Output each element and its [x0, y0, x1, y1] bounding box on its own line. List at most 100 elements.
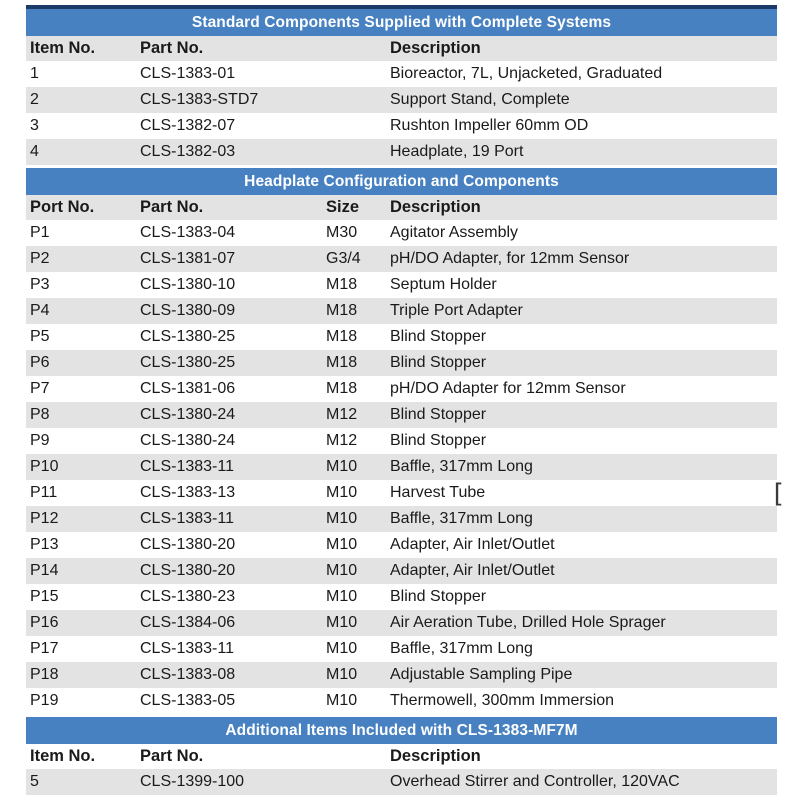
- table-cell: Air Aeration Tube, Drilled Hole Sprager: [390, 615, 666, 631]
- table-cell: pH/DO Adapter, for 12mm Sensor: [390, 251, 630, 267]
- table-cell: M18: [326, 277, 358, 293]
- table-cell: M10: [326, 485, 358, 501]
- table-cell: P4: [30, 303, 50, 319]
- table-cell: P14: [30, 563, 59, 579]
- column-header: Item No.: [30, 40, 96, 57]
- table-cell: P11: [30, 485, 58, 501]
- table-cell: 3: [30, 118, 39, 134]
- table-cell: Baffle, 317mm Long: [390, 511, 533, 527]
- section-title-band: Headplate Configuration and Components: [26, 168, 777, 195]
- column-header: Description: [390, 748, 481, 765]
- table-cell: CLS-1383-11: [140, 459, 234, 475]
- table-cell: M10: [326, 615, 358, 631]
- table-cell: Baffle, 317mm Long: [390, 641, 533, 657]
- table-cell: CLS-1383-11: [140, 511, 234, 527]
- table-row: P8 CLS-1380-24 M12 Blind Stopper: [26, 402, 777, 428]
- table-cell: G3/4: [326, 251, 361, 267]
- column-header: Description: [390, 199, 481, 216]
- table-cell: P9: [30, 433, 50, 449]
- table-cell: Agitator Assembly: [390, 225, 519, 241]
- table-row: P10 CLS-1383-11 M10 Baffle, 317mm Long: [26, 454, 777, 480]
- column-header: Description: [390, 40, 481, 57]
- table-row: P3 CLS-1380-10 M18 Septum Holder: [26, 272, 777, 298]
- table-cell: Blind Stopper: [390, 589, 487, 605]
- table-row: 1 CLS-1383-01 Bioreactor, 7L, Unjacketed, …: [26, 61, 777, 87]
- table-cell: M10: [326, 641, 358, 657]
- table-cell: CLS-1383-13: [140, 485, 236, 501]
- table-cell: CLS-1380-20: [140, 563, 236, 579]
- table-cell: Septum Holder: [390, 277, 497, 293]
- table-cell: P16: [30, 615, 59, 631]
- table-cell: Blind Stopper: [390, 329, 487, 345]
- table-cell: Blind Stopper: [390, 407, 487, 423]
- table-cell: M10: [326, 459, 358, 475]
- table-cell: CLS-1399-100: [140, 774, 245, 790]
- table-row: 5 CLS-1399-100 Overhead Stirrer and Contro…: [26, 769, 777, 795]
- table-cell: CLS-1380-25: [140, 355, 236, 371]
- section-title: Additional Items Included with CLS-1383-…: [225, 721, 578, 739]
- table-row: P18 CLS-1383-08 M10 Adjustable Sampling Pip…: [26, 662, 777, 688]
- column-header-row: Item No. Part No. Description: [26, 36, 777, 61]
- table-cell: P5: [30, 329, 50, 345]
- table-cell: CLS-1383-01: [140, 66, 236, 82]
- table-cell: Support Stand, Complete: [390, 92, 570, 108]
- table-row: P14 CLS-1380-20 M10 Adapter, Air Inlet/Outl…: [26, 558, 777, 584]
- table-cell: M18: [326, 329, 358, 345]
- table-cell: M12: [326, 433, 358, 449]
- table-cell: CLS-1383-04: [140, 225, 236, 241]
- table-cell: CLS-1383-STD7: [140, 92, 259, 108]
- table-cell: M10: [326, 667, 358, 683]
- table-cell: M10: [326, 563, 358, 579]
- table-cell: M10: [326, 537, 358, 553]
- table-cell: P7: [30, 381, 50, 397]
- table-cell: P19: [30, 693, 59, 709]
- table-cell: P18: [30, 667, 59, 683]
- table-cell: CLS-1380-20: [140, 537, 236, 553]
- table-cell: 1: [30, 66, 39, 82]
- table-cell: Blind Stopper: [390, 355, 487, 371]
- table-cell: Adapter, Air Inlet/Outlet: [390, 537, 555, 553]
- table-cell: CLS-1380-10: [140, 277, 236, 293]
- table-row: P13 CLS-1380-20 M10 Adapter, Air Inlet/Outl…: [26, 532, 777, 558]
- table-cell: CLS-1380-24: [140, 433, 236, 449]
- column-header: Item No.: [30, 748, 96, 765]
- stray-bracket-artifact: [: [770, 479, 786, 509]
- table-cell: CLS-1380-23: [140, 589, 236, 605]
- table-cell: Blind Stopper: [390, 433, 487, 449]
- table-cell: CLS-1382-03: [140, 144, 236, 160]
- table-cell: Adapter, Air Inlet/Outlet: [390, 563, 555, 579]
- table-cell: Harvest Tube: [390, 485, 486, 501]
- table-cell: M30: [326, 225, 358, 241]
- table-cell: CLS-1380-25: [140, 329, 236, 345]
- table-cell: P13: [30, 537, 59, 553]
- table-row: P2 CLS-1381-07 G3/4 pH/DO Adapter, for 12mm…: [26, 246, 777, 272]
- section-title: Standard Components Supplied with Comple…: [191, 13, 612, 31]
- table-row: 2 CLS-1383-STD7 Support Stand, Complete: [26, 87, 777, 113]
- table-cell: P1: [30, 225, 50, 241]
- table-cell: pH/DO Adapter for 12mm Sensor: [390, 381, 626, 397]
- table-cell: M12: [326, 407, 358, 423]
- table-cell: CLS-1380-09: [140, 303, 236, 319]
- table-cell: Thermowell, 300mm Immersion: [390, 693, 615, 709]
- table-row: 3 CLS-1382-07 Rushton Impeller 60mm OD: [26, 113, 777, 139]
- table-cell: P12: [30, 511, 59, 527]
- table-cell: P3: [30, 277, 50, 293]
- table-cell: CLS-1383-05: [140, 693, 236, 709]
- table-cell: CLS-1381-07: [140, 251, 236, 267]
- table-row: P12 CLS-1383-11 M10 Baffle, 317mm Long: [26, 506, 777, 532]
- section-title-band: Standard Components Supplied with Comple…: [26, 5, 777, 36]
- table-row: P11 CLS-1383-13 M10 Harvest Tube: [26, 480, 777, 506]
- table-cell: M18: [326, 381, 358, 397]
- section-title-band: Additional Items Included with CLS-1383-…: [26, 717, 777, 744]
- table-cell: P2: [30, 251, 50, 267]
- table-cell: Bioreactor, 7L, Unjacketed, Graduated: [390, 66, 663, 82]
- table-cell: P17: [30, 641, 59, 657]
- table-row: P6 CLS-1380-25 M18 Blind Stopper: [26, 350, 777, 376]
- column-header-row: Item No. Part No. Description: [26, 744, 777, 769]
- components-spec-table: Standard Components Supplied with Comple…: [26, 5, 777, 795]
- column-header: Part No.: [140, 748, 204, 765]
- table-row: P16 CLS-1384-06 M10 Air Aeration Tube, Dril…: [26, 610, 777, 636]
- table-cell: 5: [30, 774, 39, 790]
- table-cell: M10: [326, 511, 358, 527]
- table-cell: P10: [30, 459, 59, 475]
